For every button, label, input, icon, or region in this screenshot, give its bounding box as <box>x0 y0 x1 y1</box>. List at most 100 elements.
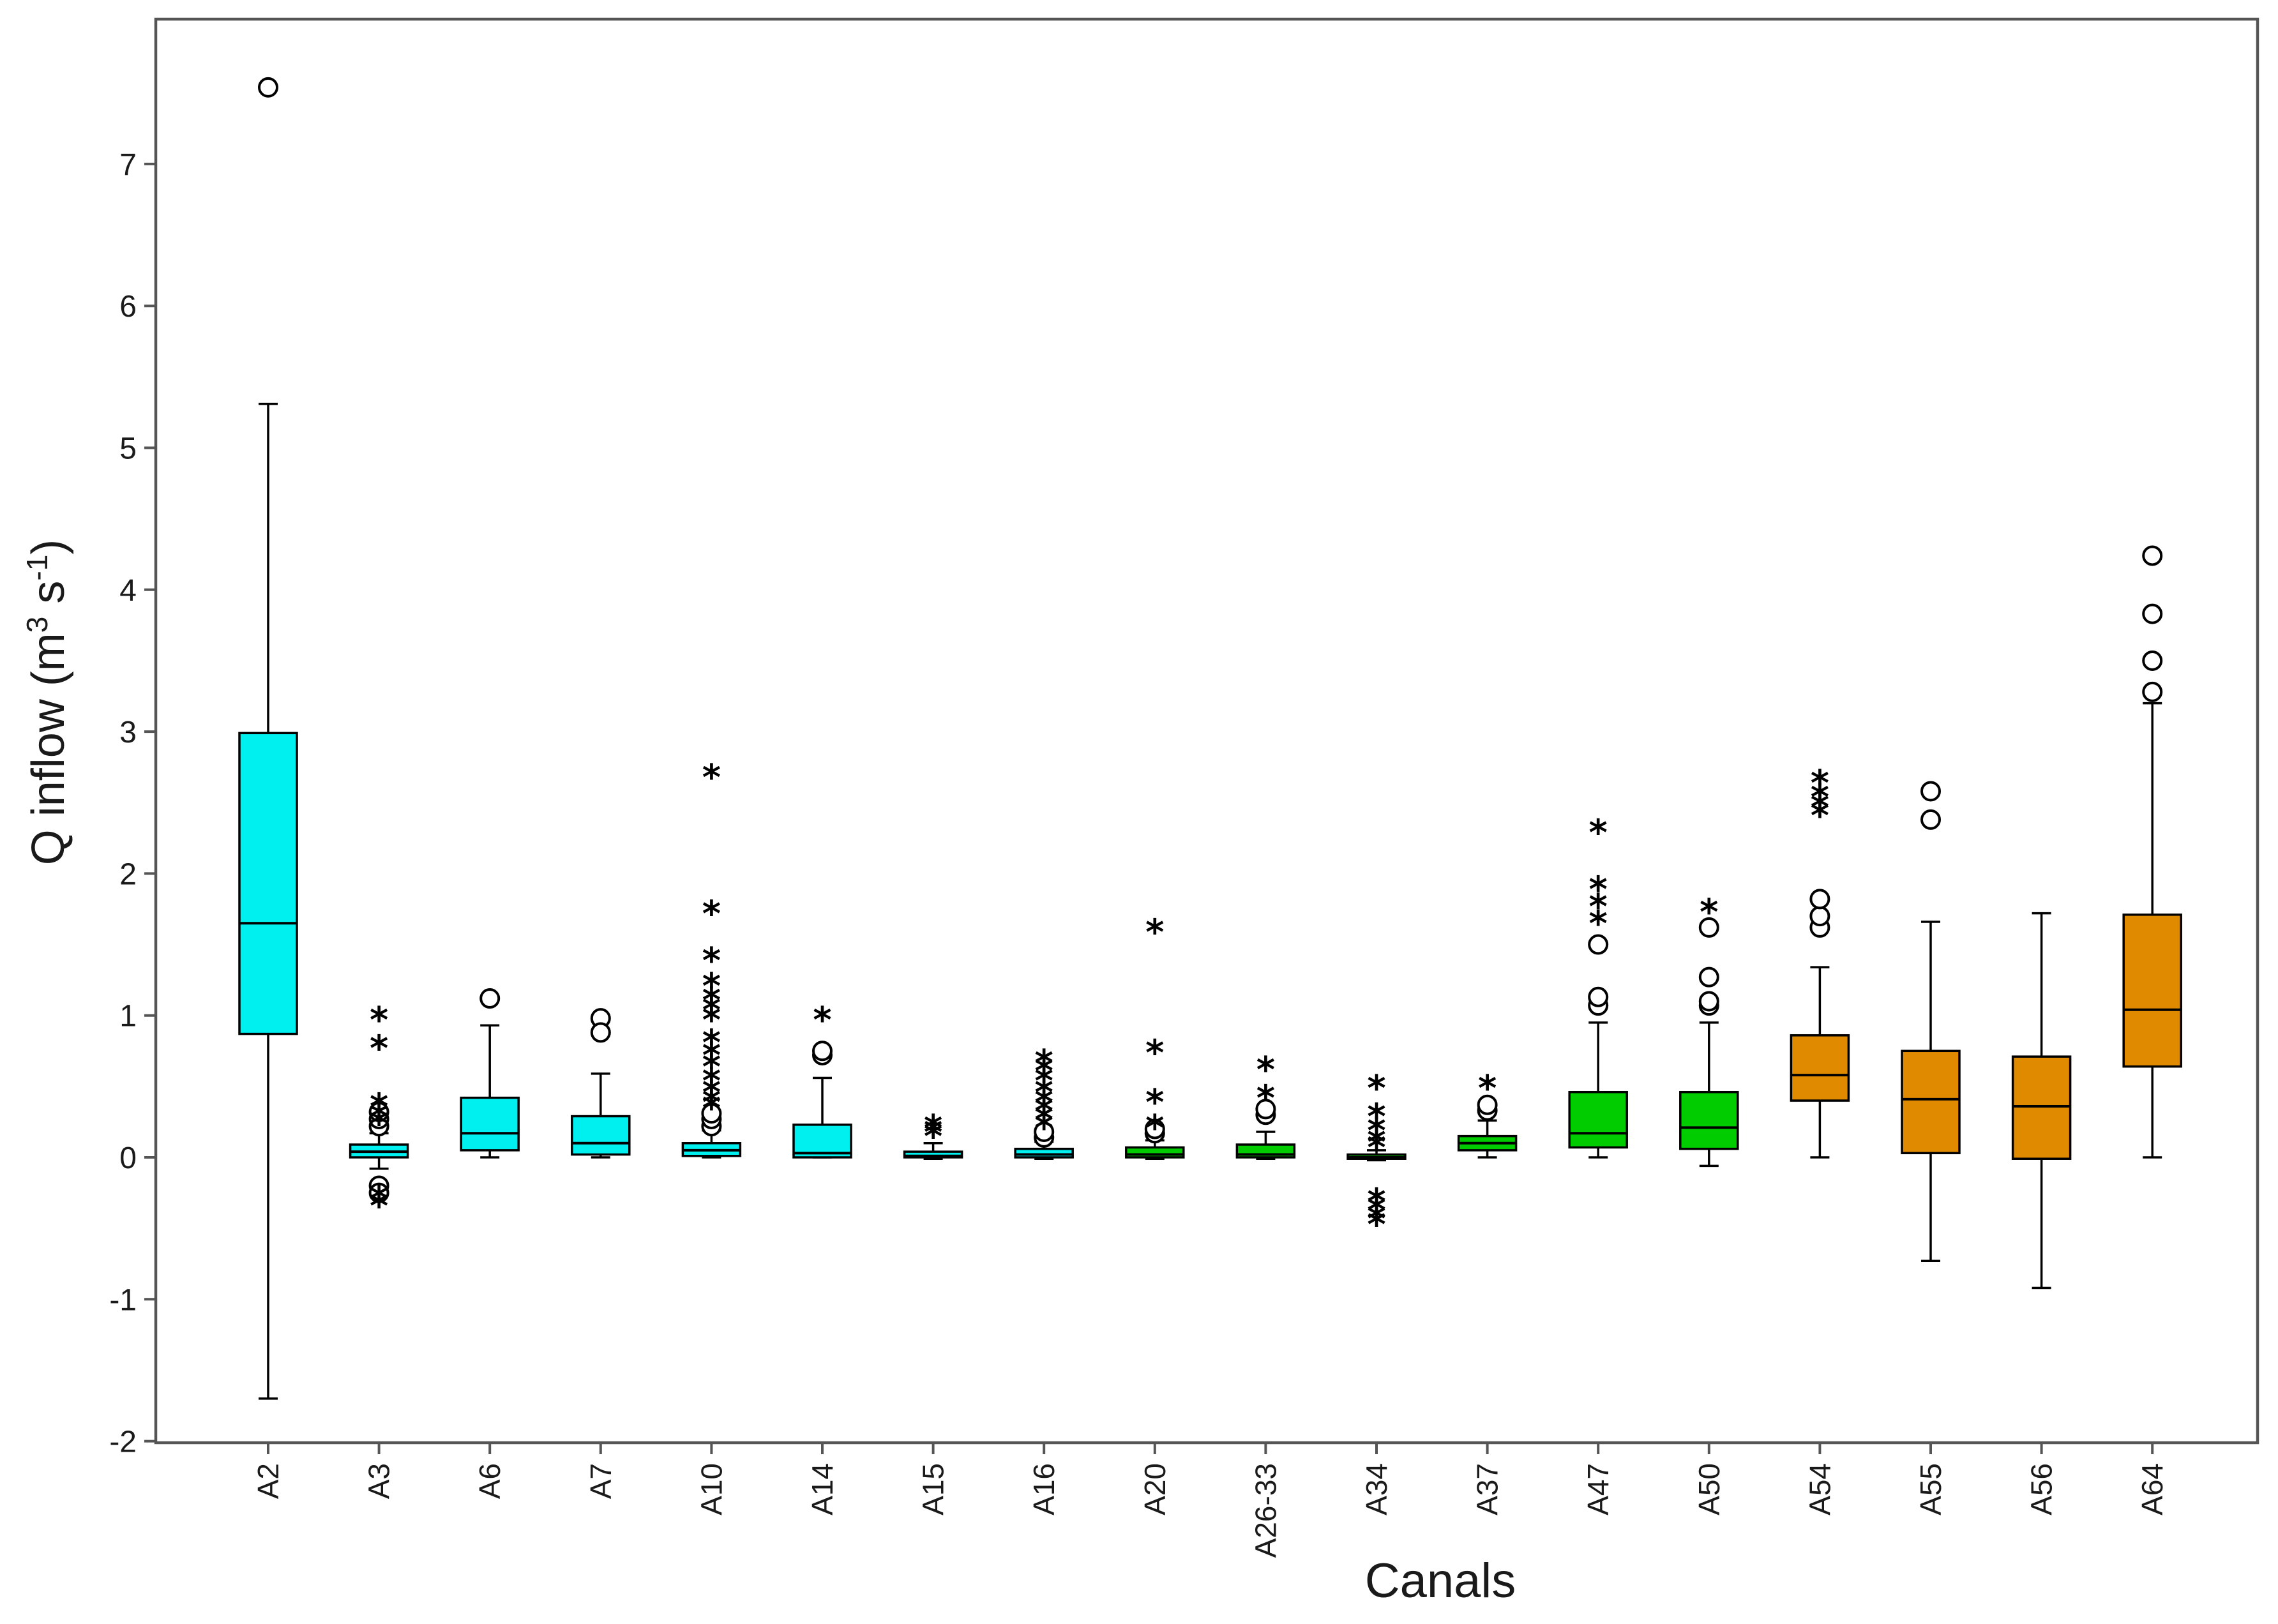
outlier-star: * <box>702 966 721 1007</box>
box-group-A14: * <box>792 1000 852 1159</box>
outlier-star: * <box>702 940 721 982</box>
x-axis: A2 A3 A6 A7 A10 A14 A15 A16 A20 A26-33 A34 A37 A47 A5… <box>252 1443 2169 1558</box>
outlier-star: * <box>1035 1051 1053 1092</box>
outlier-circle <box>812 1041 833 1062</box>
outlier-circle <box>1920 809 1941 830</box>
outlier-star: * <box>1035 1061 1053 1102</box>
outlier-star: * <box>702 1000 721 1041</box>
outlier-star: * <box>370 1103 388 1145</box>
outlier-star: * <box>1035 1082 1053 1124</box>
outlier-star: * <box>702 757 721 799</box>
outlier-circle <box>1588 986 1609 1007</box>
x-tick-label: A10 <box>695 1463 728 1515</box>
outlier-star: * <box>1589 903 1608 945</box>
outlier-star: * <box>1367 1068 1385 1109</box>
outlier-star: * <box>1367 1122 1385 1163</box>
box-iqr <box>1790 1034 1850 1102</box>
outlier-star: * <box>702 893 721 935</box>
box-group-A2 <box>238 77 298 1400</box>
outlier-star: * <box>1035 1042 1053 1084</box>
x-tick-label: A54 <box>1803 1463 1836 1515</box>
outlier-star: * <box>702 990 721 1032</box>
outlier-star: * <box>1367 1204 1385 1245</box>
y-tick-label: 2 <box>119 857 137 891</box>
outlier-circle <box>1144 1118 1165 1139</box>
x-tick-label: A15 <box>917 1463 950 1515</box>
outlier-star: * <box>370 1185 388 1227</box>
outlier-circle <box>479 988 501 1009</box>
plot-area-frame <box>154 17 2259 1445</box>
outlier-star: * <box>370 1000 388 1041</box>
outlier-circle <box>1698 966 1719 988</box>
y-tick-label: 6 <box>119 290 137 324</box>
x-tick-label: A7 <box>584 1463 617 1499</box>
outlier-star: * <box>1811 787 1829 829</box>
outlier-star: * <box>1035 1072 1053 1114</box>
outlier-star: * <box>702 1072 721 1114</box>
outlier-star: * <box>370 1178 388 1220</box>
outlier-star: * <box>1367 1182 1385 1223</box>
outlier-star: * <box>1145 1108 1164 1149</box>
box-iqr <box>2011 1055 2072 1160</box>
y-axis-label: Q inflow (m3 s-1) <box>20 539 74 866</box>
x-tick-label: A37 <box>1471 1463 1504 1515</box>
box-iqr <box>2122 914 2182 1068</box>
outlier-star: * <box>370 1028 388 1070</box>
outlier-star: * <box>1035 1099 1053 1141</box>
outlier-circle <box>701 1103 722 1124</box>
outlier-star: * <box>924 1108 942 1149</box>
box-group-A15: *** <box>903 1108 963 1160</box>
y-axis-label-sup1: 3 <box>20 617 54 633</box>
outlier-circle <box>1698 991 1719 1012</box>
outlier-star: * <box>702 1047 721 1088</box>
outlier-circle <box>1698 917 1719 938</box>
outlier-star: * <box>1367 1198 1385 1240</box>
outlier-star: * <box>702 1035 721 1077</box>
outlier-circle <box>1809 889 1830 910</box>
y-tick-label: -1 <box>109 1283 137 1317</box>
outlier-circle <box>2142 650 2163 671</box>
box-group-A64 <box>2122 545 2182 1159</box>
outlier-star: * <box>1145 912 1164 953</box>
outlier-star: * <box>1700 892 1718 933</box>
box-group-A10: ************** <box>681 757 742 1159</box>
box-series: *************************************** *… <box>238 77 2182 1400</box>
box-group-A6 <box>460 988 520 1159</box>
outlier-star: * <box>924 1116 942 1157</box>
outlier-star: * <box>1145 1032 1164 1074</box>
outlier-circle <box>2142 681 2163 702</box>
outlier-star: * <box>702 1061 721 1102</box>
outlier-star: * <box>370 1096 388 1138</box>
box-group-A16: ******** <box>1014 1042 1074 1160</box>
y-tick-label: -2 <box>109 1425 137 1459</box>
box-iqr <box>1014 1147 1074 1159</box>
y-axis: -2 -1 0 1 2 3 4 5 6 7 <box>109 148 156 1459</box>
box-group-A3: ******* <box>349 1000 409 1227</box>
outlier-circle <box>368 1182 389 1203</box>
outlier-star: * <box>1478 1068 1497 1109</box>
x-tick-label: A6 <box>473 1463 506 1499</box>
box-iqr <box>1568 1090 1628 1149</box>
outlier-circle <box>590 1022 611 1043</box>
box-group-A26-33: ** <box>1235 1049 1296 1160</box>
x-tick-label: A64 <box>2136 1463 2169 1515</box>
outlier-star: * <box>702 1082 721 1124</box>
box-iqr <box>1679 1090 1739 1150</box>
outlier-star: * <box>1367 1127 1385 1169</box>
y-tick-label: 1 <box>119 1000 137 1034</box>
outlier-circle <box>2142 545 2163 566</box>
box-group-A7 <box>571 1008 631 1159</box>
outlier-star: * <box>1811 763 1829 804</box>
outlier-circle <box>1809 906 1830 927</box>
box-iqr <box>1901 1049 1961 1155</box>
outlier-circle <box>368 1101 389 1122</box>
box-iqr <box>460 1096 520 1152</box>
outlier-circle <box>1034 1121 1055 1142</box>
outlier-star: * <box>1145 1082 1164 1124</box>
x-tick-label: A50 <box>1693 1463 1726 1515</box>
outlier-circle <box>1477 1094 1498 1115</box>
outlier-star: * <box>702 1023 721 1064</box>
outlier-circle <box>2142 603 2163 624</box>
y-tick-label: 3 <box>119 716 137 749</box>
